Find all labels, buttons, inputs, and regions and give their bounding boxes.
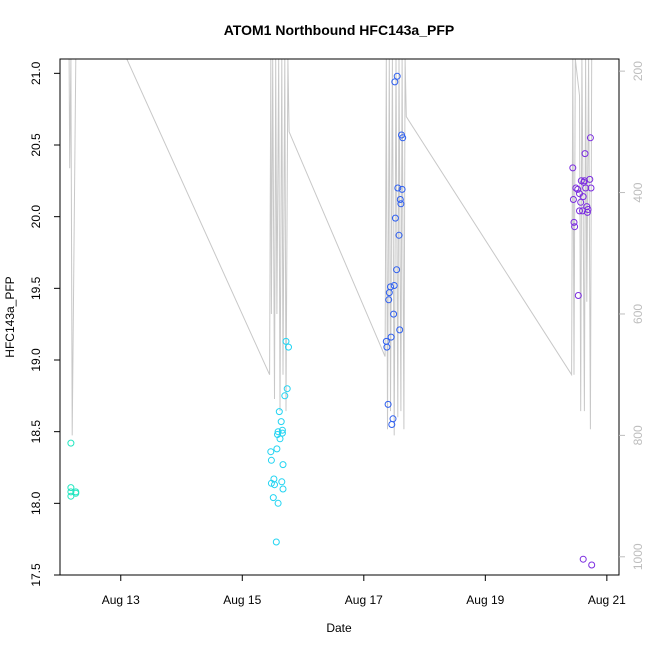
data-point (396, 326, 404, 334)
data-point (588, 561, 596, 569)
data-point (583, 208, 591, 216)
data-point (584, 206, 592, 213)
x-tick-label: Aug 19 (466, 593, 504, 607)
axes-layer: 17.5 18.0 18.5 19.0 19.5 20.0 20.5 21.0 Aug 13 Au… (29, 58, 645, 607)
data-point (279, 461, 287, 469)
y-tick-label: 18.0 (29, 491, 43, 515)
altitude-trace-layer (68, 59, 593, 436)
data-point (272, 538, 280, 546)
y-axis-label: HFC143a_PFP (3, 276, 17, 357)
right-tick-label: 1000 (631, 543, 645, 570)
data-point (271, 481, 278, 489)
data-point (393, 266, 401, 274)
x-tick-label: Aug 13 (102, 593, 140, 607)
data-point (273, 445, 281, 453)
data-point (579, 555, 587, 563)
data-point (389, 415, 397, 423)
data-point (587, 184, 595, 192)
data-point (391, 214, 399, 222)
data-point (283, 385, 291, 393)
plot-frame (59, 58, 620, 576)
data-point (581, 150, 589, 158)
data-point (576, 207, 583, 215)
data-point (397, 200, 405, 208)
data-point (569, 164, 577, 172)
chart-title: ATOM1 Northbound HFC143a_PFP (224, 22, 455, 38)
data-point (267, 448, 275, 456)
data-point (278, 426, 286, 434)
data-point (383, 343, 391, 351)
data-point (281, 392, 289, 400)
data-point (278, 429, 286, 437)
data-point (574, 292, 582, 299)
x-tick-label: Aug 17 (345, 593, 383, 607)
right-tick-label: 400 (631, 182, 645, 202)
right-tick-label: 200 (631, 61, 645, 81)
x-tick-label: Aug 21 (588, 593, 626, 607)
data-point (278, 478, 286, 486)
data-point (387, 283, 394, 291)
data-point (72, 488, 80, 496)
data-point (398, 185, 406, 193)
right-tick-label: 600 (631, 304, 645, 324)
data-point (586, 134, 594, 142)
data-point (67, 488, 75, 496)
data-point (385, 296, 393, 304)
y-tick-label: 19.0 (29, 348, 43, 372)
data-point (277, 418, 285, 426)
data-point (395, 231, 403, 239)
y-tick-label: 20.0 (29, 205, 43, 229)
data-point (572, 184, 580, 192)
data-point (571, 223, 579, 231)
data-point (282, 337, 290, 345)
data-points-layer (67, 72, 596, 569)
x-tick-label: Aug 15 (223, 593, 261, 607)
data-point (391, 78, 399, 86)
data-point (579, 193, 587, 201)
y-tick-label: 19.5 (29, 276, 43, 300)
data-point (570, 218, 578, 226)
data-point (267, 456, 275, 464)
y-tick-label: 21.0 (29, 61, 43, 85)
data-point (67, 484, 75, 492)
data-point (67, 439, 75, 447)
data-point (269, 494, 277, 502)
data-point (399, 134, 407, 142)
data-point (569, 196, 577, 203)
data-point (285, 343, 292, 351)
data-point (387, 333, 395, 341)
data-point (396, 196, 404, 203)
altitude-trace-line (68, 59, 593, 436)
data-point (274, 428, 282, 436)
data-point (279, 485, 287, 493)
data-point (394, 184, 402, 192)
y-tick-label: 17.5 (29, 563, 43, 587)
data-point (582, 184, 590, 192)
data-point (384, 400, 392, 408)
data-point (390, 310, 398, 318)
data-point (390, 282, 398, 289)
right-tick-label: 800 (631, 425, 645, 445)
data-point (275, 408, 283, 416)
y-tick-label: 18.5 (29, 420, 43, 444)
data-point (393, 72, 401, 80)
data-point (574, 185, 582, 193)
x-axis-label: Date (326, 621, 352, 635)
data-point (577, 198, 585, 206)
y-tick-label: 20.5 (29, 133, 43, 157)
data-point (276, 435, 284, 443)
data-point (274, 499, 282, 507)
data-point (586, 175, 594, 183)
